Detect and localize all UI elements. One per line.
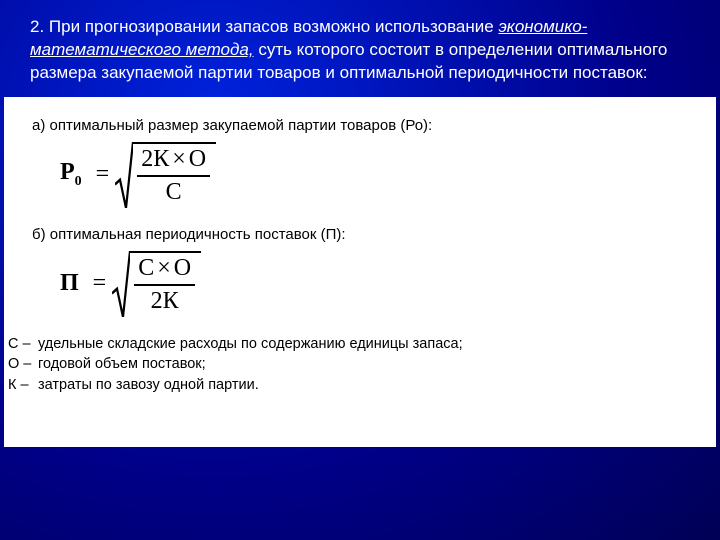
- section-a-label: а) оптимальный размер закупаемой партии …: [32, 117, 700, 134]
- def-k-text: затраты по завозу одной партии.: [38, 377, 259, 393]
- section-b-label: б) оптимальная периодичность поставок (П…: [32, 226, 700, 243]
- fraction-b-num: С×О: [134, 255, 195, 284]
- formula-a-lhs: Р0: [60, 159, 82, 190]
- def-k: К –затраты по завозу одной партии.: [8, 376, 700, 396]
- sqrt-b: С×О 2К: [112, 251, 201, 317]
- num-a-term2: О: [189, 146, 206, 172]
- fraction-b: С×О 2К: [134, 255, 195, 315]
- equals-sign: =: [96, 161, 110, 188]
- def-o: О –годовой объем поставок;: [8, 355, 700, 375]
- title-part1: При прогнозировании запасов возможно исп…: [49, 17, 499, 36]
- title-number: 2.: [30, 17, 49, 36]
- fraction-b-den: 2К: [134, 284, 195, 315]
- def-c: С –удельные складские расходы по содержа…: [8, 335, 700, 355]
- num-b-term2: О: [174, 255, 191, 281]
- def-k-sym: К –: [8, 376, 38, 396]
- fraction-a: 2К×О С: [137, 146, 210, 206]
- def-o-sym: О –: [8, 355, 38, 375]
- sqrt-a-content: 2К×О С: [133, 142, 216, 208]
- mult-b: ×: [154, 255, 174, 281]
- num-b-term1: С: [138, 255, 154, 281]
- formula-a: Р0 = 2К×О С: [60, 142, 700, 208]
- formula-b: П = С×О 2К: [60, 251, 700, 317]
- title-paragraph: 2. При прогнозировании запасов возможно …: [0, 0, 720, 97]
- sqrt-b-content: С×О 2К: [130, 251, 201, 317]
- formula-b-lhs: П: [60, 270, 79, 297]
- formula-a-lhs-base: Р: [60, 159, 75, 185]
- num-a-term1: 2К: [141, 146, 169, 172]
- radical-icon: [112, 251, 130, 317]
- def-c-sym: С –: [8, 335, 38, 355]
- def-c-text: удельные складские расходы по содержанию…: [38, 336, 463, 352]
- def-o-text: годовой объем поставок;: [38, 356, 206, 372]
- mult-a: ×: [169, 146, 189, 172]
- formula-a-lhs-sub: 0: [75, 174, 82, 189]
- radical-icon: [115, 142, 133, 208]
- sqrt-a: 2К×О С: [115, 142, 216, 208]
- equals-sign: =: [93, 270, 107, 297]
- definitions-block: С –удельные складские расходы по содержа…: [8, 335, 700, 396]
- fraction-a-num: 2К×О: [137, 146, 210, 175]
- fraction-a-den: С: [137, 175, 210, 206]
- formula-panel: а) оптимальный размер закупаемой партии …: [4, 97, 716, 447]
